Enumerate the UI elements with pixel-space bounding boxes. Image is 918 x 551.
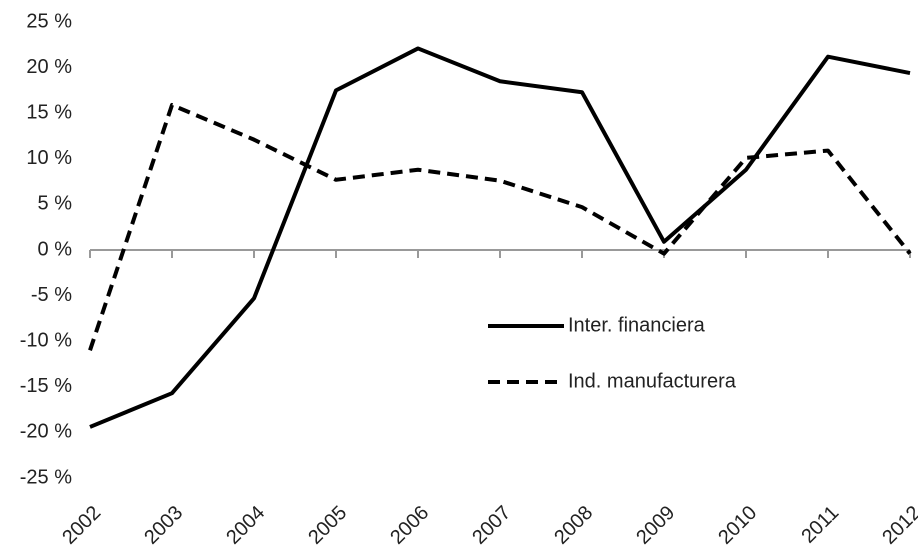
y-tick-label: -25 % (20, 466, 72, 488)
series-line (89, 46, 911, 429)
x-tick-label: 2010 (714, 502, 761, 549)
y-tick-label: 25 % (26, 10, 72, 32)
y-tick-label: 20 % (26, 56, 72, 78)
x-tick-label: 2009 (632, 502, 679, 549)
x-tick-label: 2002 (58, 502, 105, 549)
y-tick-label: -15 % (20, 375, 72, 397)
series-line (88, 102, 912, 351)
x-tick-label: 2007 (468, 502, 515, 549)
x-tick-label: 2011 (797, 502, 843, 548)
y-tick-label: -20 % (20, 421, 72, 443)
y-tick-label: -5 % (31, 284, 72, 306)
y-tick-label: 0 % (38, 238, 73, 260)
legend-label: Ind. manufacturera (568, 370, 737, 392)
x-tick-label: 2006 (386, 502, 433, 549)
y-tick-label: 15 % (26, 101, 72, 123)
y-tick-label: 5 % (38, 193, 73, 215)
x-tick-label: 2005 (304, 502, 351, 549)
y-tick-label: -10 % (20, 329, 72, 351)
x-tick-label: 2008 (550, 502, 597, 549)
x-tick-label: 2012 (878, 502, 918, 549)
y-tick-label: 10 % (26, 147, 72, 169)
x-tick-label: 2003 (140, 502, 187, 549)
legend-label: Inter. financiera (568, 314, 706, 336)
x-tick-label: 2004 (222, 502, 269, 549)
